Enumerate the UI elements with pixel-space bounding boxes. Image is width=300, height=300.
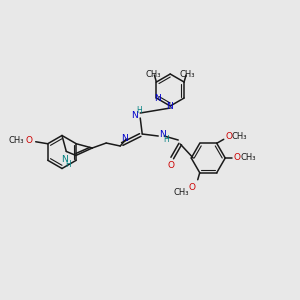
Text: CH₃: CH₃ bbox=[179, 70, 195, 79]
Text: CH₃: CH₃ bbox=[146, 70, 161, 79]
Text: N: N bbox=[154, 94, 161, 103]
Text: CH₃: CH₃ bbox=[9, 136, 25, 145]
Text: H: H bbox=[164, 134, 169, 143]
Text: O: O bbox=[168, 160, 175, 169]
Text: H: H bbox=[136, 106, 142, 115]
Text: O: O bbox=[25, 136, 32, 145]
Text: O: O bbox=[188, 183, 195, 192]
Text: O: O bbox=[234, 152, 241, 161]
Text: N: N bbox=[61, 155, 68, 164]
Text: N: N bbox=[166, 101, 172, 110]
Text: CH₃: CH₃ bbox=[174, 188, 190, 197]
Text: H: H bbox=[65, 160, 71, 169]
Text: CH₃: CH₃ bbox=[232, 132, 248, 141]
Text: N: N bbox=[159, 130, 166, 139]
Text: O: O bbox=[225, 132, 232, 141]
Text: CH₃: CH₃ bbox=[241, 152, 256, 161]
Text: N: N bbox=[131, 110, 138, 119]
Text: N: N bbox=[121, 134, 128, 142]
